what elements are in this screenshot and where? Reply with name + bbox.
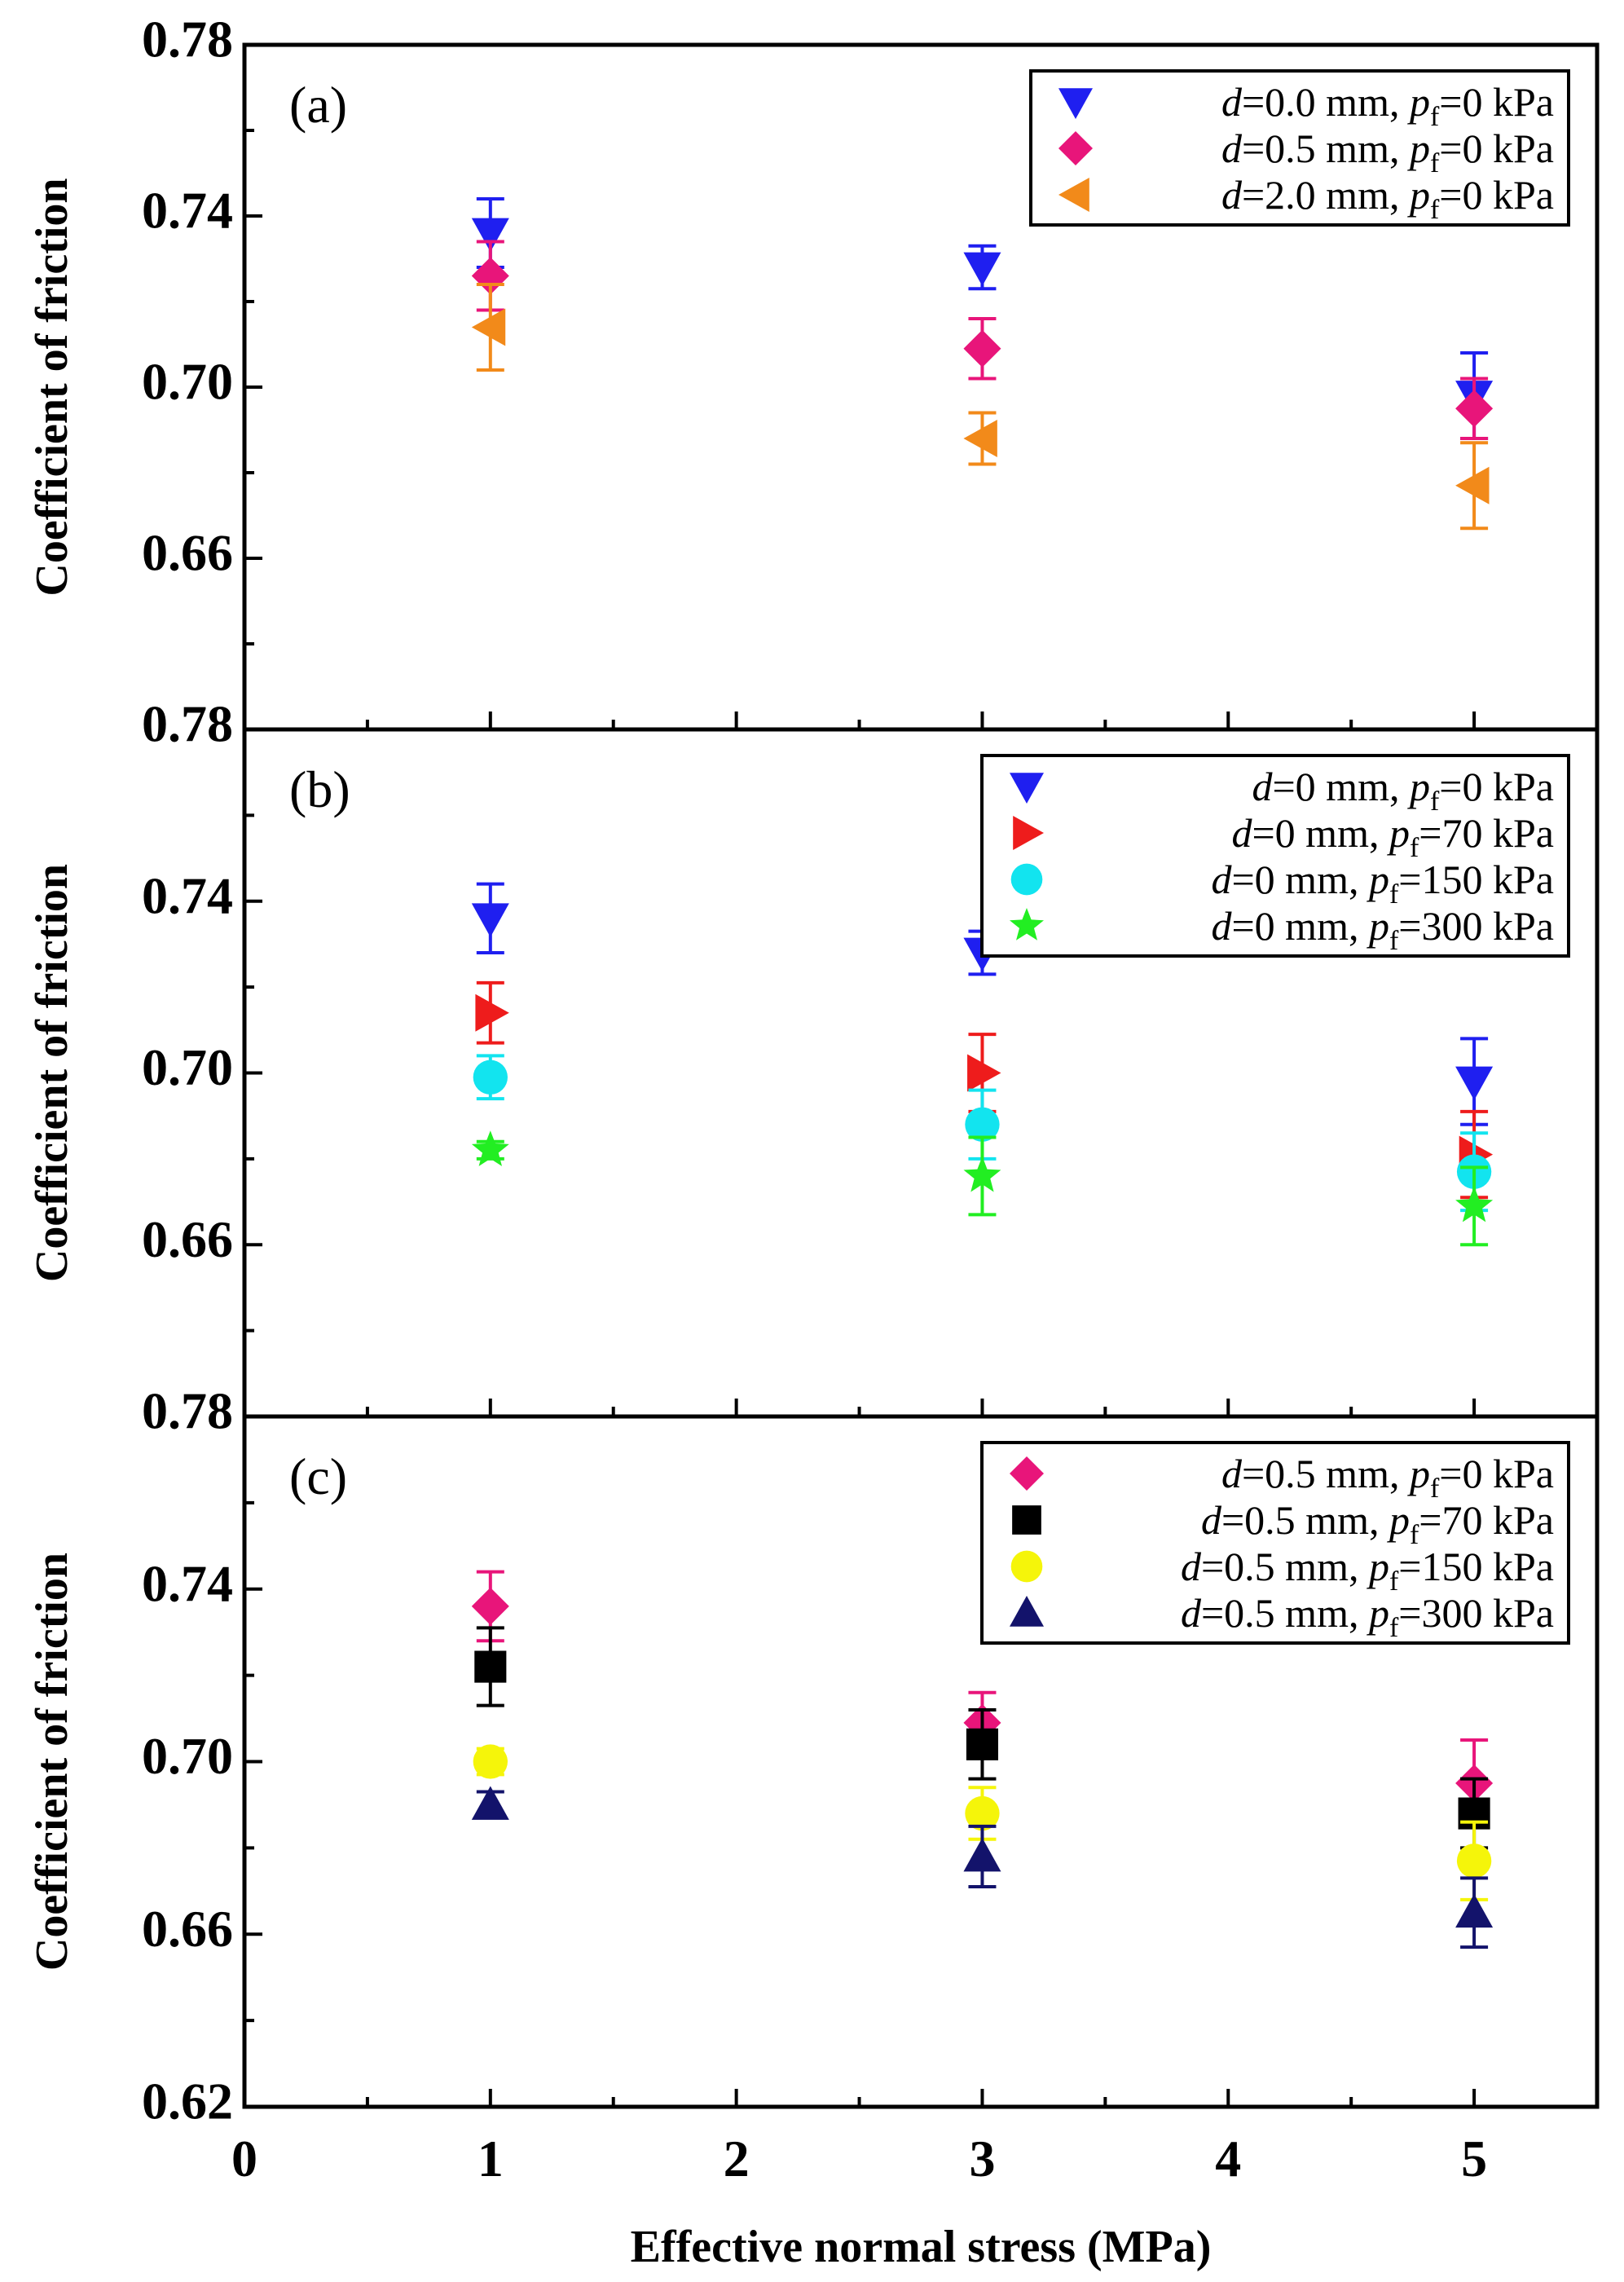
- data-point: [475, 993, 509, 1032]
- legend-marker: [1058, 178, 1089, 212]
- legend-marker: [1010, 1550, 1043, 1583]
- data-point: [471, 308, 506, 346]
- y-tick-label: 0.78: [142, 1382, 233, 1440]
- data-point: [963, 1156, 1001, 1192]
- legend-entry: d=0.5 mm, pf=150 kPa: [1181, 1544, 1554, 1597]
- legend-marker: [1012, 1505, 1041, 1535]
- panel-3: 0.78 0.74 0.70 0.66 0.62 Coefficient of frict…: [27, 1382, 1600, 2272]
- data-point: [1455, 1186, 1494, 1222]
- data-point: [963, 252, 1001, 286]
- data-point: [967, 1054, 1001, 1092]
- series-triangle-left-2: [471, 283, 1490, 531]
- legend-entry: d=0.5 mm, pf=70 kPa: [1201, 1497, 1554, 1550]
- data-point: [1455, 1066, 1494, 1101]
- data-point: [965, 1795, 1000, 1831]
- legend-entry: d=2.0 mm, pf=0 kPa: [1221, 172, 1554, 225]
- series-star-3: [471, 1130, 1494, 1247]
- legend-marker: [1010, 908, 1044, 941]
- y-tick-label: 0.66: [142, 524, 233, 582]
- series-triangle-up-3: [471, 1786, 1494, 1949]
- legend-box: [980, 754, 1570, 958]
- data-point: [471, 1786, 509, 1820]
- data-point: [471, 1130, 509, 1166]
- data-point: [966, 1728, 999, 1760]
- x-tick-label: 4: [1215, 2130, 1241, 2187]
- legend-marker: [1058, 88, 1093, 119]
- panel-label: (c): [289, 1447, 347, 1505]
- y-tick-label: 0.66: [142, 1210, 233, 1268]
- legend-marker: [1010, 773, 1044, 804]
- y-tick-label: 0.62: [142, 2073, 233, 2130]
- panel-1: 0.78 0.74 0.70 0.66 Coefficient of friction (…: [27, 11, 1600, 732]
- data-point: [473, 1744, 508, 1779]
- data-point: [473, 1060, 508, 1095]
- y-tick-label: 0.66: [142, 1900, 233, 1958]
- y-axis-title: Coefficient of friction: [27, 864, 77, 1282]
- x-axis-title: Effective normal stress (MPa): [631, 2222, 1212, 2272]
- legend-entry: d=0 mm, pf=70 kPa: [1231, 810, 1554, 863]
- x-tick-label: 5: [1461, 2130, 1487, 2187]
- y-tick-label: 0.70: [142, 1038, 233, 1096]
- x-tick-label: 1: [478, 2130, 504, 2187]
- data-point: [1455, 1893, 1494, 1928]
- x-tick-label: 3: [969, 2130, 995, 2187]
- panel-label: (b): [289, 760, 350, 818]
- legend-marker: [1013, 816, 1044, 850]
- legend-entry: d=0.5 mm, pf=300 kPa: [1181, 1590, 1554, 1643]
- y-tick-label: 0.70: [142, 1727, 233, 1785]
- legend-entry: d=0 mm, pf=0 kPa: [1252, 764, 1554, 817]
- legend-marker: [1010, 1456, 1044, 1491]
- panel-2: 0.78 0.74 0.70 0.66 Coefficient of friction (…: [27, 695, 1600, 1419]
- data-point: [1455, 390, 1494, 428]
- legend-box: [980, 1441, 1570, 1645]
- legend-entry: d=0.5 mm, pf=0 kPa: [1221, 126, 1554, 178]
- legend-entry: d=0.5 mm, pf=0 kPa: [1221, 1451, 1554, 1504]
- y-tick-label: 0.74: [142, 1554, 233, 1612]
- legend-marker: [1010, 863, 1043, 896]
- y-tick-label: 0.74: [142, 866, 233, 924]
- legend-box: [1029, 69, 1570, 227]
- legend-entry: d=0.0 mm, pf=0 kPa: [1221, 79, 1554, 132]
- y-tick-label: 0.78: [142, 11, 233, 68]
- data-point: [471, 1587, 509, 1625]
- x-tick-label: 0: [231, 2130, 257, 2187]
- plot-frame: [242, 1414, 1600, 2109]
- data-point: [474, 1650, 507, 1683]
- panel-label: (a): [289, 76, 347, 134]
- legend-entry: d=0 mm, pf=300 kPa: [1211, 903, 1554, 956]
- x-tick-label: 2: [724, 2130, 750, 2187]
- data-point: [963, 329, 1001, 368]
- legend-entry: d=0 mm, pf=150 kPa: [1211, 857, 1554, 910]
- legend-marker: [1010, 1596, 1044, 1627]
- y-axis-title: Coefficient of friction: [27, 178, 77, 596]
- y-tick-label: 0.74: [142, 182, 233, 240]
- data-point: [963, 1837, 1001, 1872]
- y-axis-title: Coefficient of friction: [27, 1553, 77, 1971]
- data-point: [1455, 466, 1490, 504]
- data-point: [471, 218, 509, 252]
- y-tick-label: 0.70: [142, 353, 233, 411]
- data-point: [1456, 1844, 1492, 1879]
- data-point: [963, 420, 997, 457]
- legend-marker: [1058, 131, 1093, 165]
- data-point: [471, 903, 509, 937]
- y-tick-label: 0.78: [142, 695, 233, 753]
- data-point: [965, 1107, 1000, 1142]
